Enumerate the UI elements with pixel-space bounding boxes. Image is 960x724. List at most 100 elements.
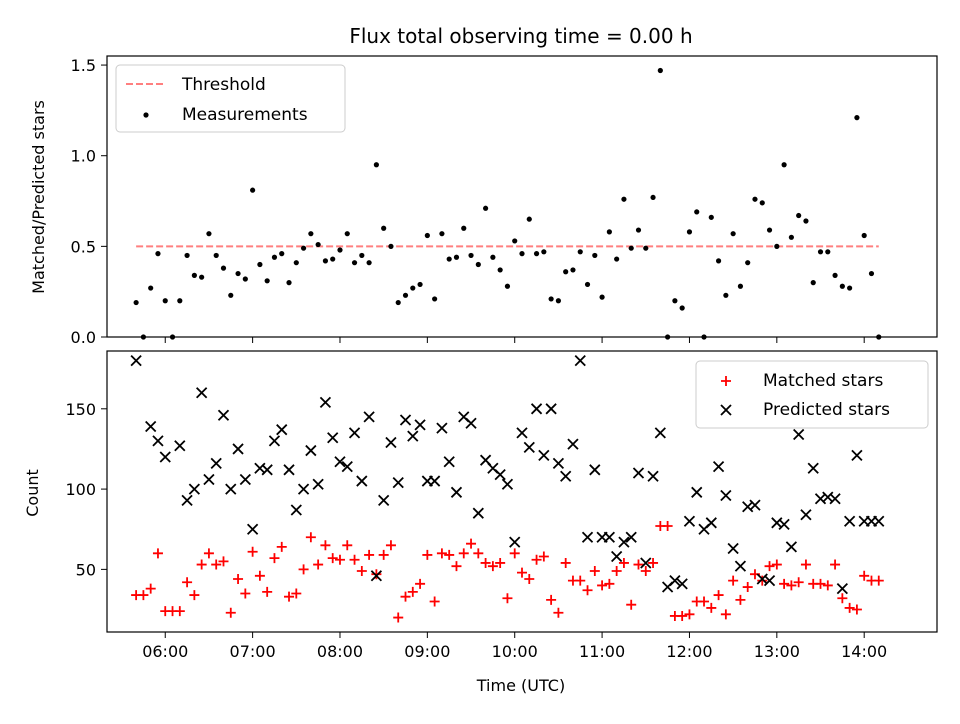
matched-star-point	[531, 554, 542, 565]
measurement-point	[577, 249, 583, 255]
top-y-tick-label: 0.0	[71, 328, 96, 347]
measurement-point	[461, 225, 467, 231]
matched-star-point	[873, 575, 884, 586]
predicted-star-point	[836, 583, 848, 595]
predicted-star-point	[763, 574, 776, 587]
measurement-point	[774, 243, 780, 249]
matched-star-point	[851, 604, 862, 615]
matched-star-point	[407, 586, 418, 597]
matched-star-point	[684, 609, 695, 620]
predicted-star-point	[225, 483, 237, 495]
predicted-star-point	[494, 469, 506, 481]
measurement-point	[242, 276, 248, 282]
matched-star-point	[334, 554, 345, 565]
x-tick-label: 12:00	[666, 642, 712, 661]
matched-star-point	[771, 559, 782, 570]
matched-star-point	[495, 557, 506, 568]
matched-star-point	[779, 578, 790, 589]
matched-star-point	[517, 567, 527, 578]
measurement-point	[832, 272, 838, 278]
predicted-star-point	[407, 430, 419, 442]
matched-star-point	[604, 578, 615, 589]
legend-threshold-label: Threshold	[181, 75, 266, 95]
top-y-tick-label: 1.0	[71, 147, 96, 166]
matched-star-point	[575, 575, 586, 586]
measurement-point	[745, 260, 751, 266]
measurement-point	[490, 254, 496, 260]
measurement-point	[308, 231, 314, 237]
predicted-star-point	[669, 574, 681, 587]
matched-star-point	[138, 590, 149, 601]
measurement-point	[162, 298, 168, 304]
bottom-plot-frame	[106, 350, 938, 633]
measurement-point	[475, 261, 481, 268]
matched-star-point	[509, 548, 520, 559]
measurement-point	[453, 254, 460, 260]
measurement-point	[519, 251, 525, 257]
matched-star-point	[429, 596, 440, 607]
predicted-star-point	[152, 435, 164, 447]
measurement-point	[169, 334, 176, 340]
measurement-point	[701, 334, 707, 340]
measurement-point	[395, 299, 401, 306]
measurement-point	[555, 298, 562, 304]
x-tick-label: 11:00	[579, 642, 625, 661]
measurement-point	[723, 292, 729, 298]
matched-star-point	[262, 586, 273, 597]
matched-star-point	[713, 590, 724, 601]
predicted-star-point	[159, 451, 171, 463]
measurement-point	[497, 267, 503, 273]
measurement-point	[373, 162, 379, 168]
predicted-star-point	[203, 473, 215, 486]
predicted-star-point	[829, 493, 841, 505]
matched-star-point	[815, 578, 826, 589]
measurement-point	[825, 249, 831, 255]
measurement-point	[650, 194, 656, 201]
predicted-star-point	[793, 428, 805, 441]
bottom-y-axis-label: Count	[23, 469, 42, 517]
measurement-point	[614, 256, 620, 262]
top-y-tick-label: 1.5	[71, 56, 96, 75]
matched-star-point	[487, 561, 498, 572]
predicted-star-point	[851, 449, 863, 462]
predicted-star-point	[414, 419, 426, 431]
predicted-star-point	[181, 494, 193, 506]
matched-star-point	[422, 549, 433, 560]
predicted-star-point	[873, 515, 885, 527]
predicted-star-point	[545, 403, 557, 415]
matched-star-point	[254, 570, 265, 581]
measurement-point	[861, 232, 867, 239]
matched-star-point	[618, 557, 629, 568]
predicted-star-point	[800, 509, 812, 521]
measurement-point	[424, 232, 430, 239]
bottom-y-tick-label: 50	[76, 560, 96, 579]
matched-star-point	[720, 609, 731, 620]
measurement-point	[584, 281, 591, 288]
measurement-point	[839, 283, 845, 289]
measurement-point	[548, 296, 554, 302]
measurement-point	[191, 272, 197, 278]
matched-star-point	[436, 548, 447, 559]
matched-star-point	[553, 607, 564, 618]
legend-predicted-label: Predicted stars	[763, 400, 890, 420]
predicted-star-point	[778, 518, 790, 531]
matched-star-point	[145, 583, 156, 594]
matched-star-point	[640, 565, 651, 576]
matched-star-point	[800, 559, 811, 570]
matched-star-point	[298, 564, 309, 575]
predicted-star-point	[785, 541, 798, 553]
predicted-star-point	[530, 403, 543, 415]
top-y-axis-label: Matched/Predicted stars	[29, 100, 48, 294]
predicted-star-point	[290, 504, 302, 516]
measurement-point	[752, 196, 758, 202]
x-tick-label: 14:00	[841, 642, 887, 661]
matched-star-point	[182, 577, 193, 588]
predicted-star-point	[130, 354, 142, 367]
predicted-star-point	[392, 477, 404, 489]
matched-star-point	[859, 570, 870, 581]
predicted-star-point	[399, 414, 412, 426]
matched-star-point	[233, 574, 244, 585]
measurement-point	[257, 261, 263, 268]
predicted-star-point	[378, 494, 390, 506]
predicted-star-point	[283, 464, 295, 476]
